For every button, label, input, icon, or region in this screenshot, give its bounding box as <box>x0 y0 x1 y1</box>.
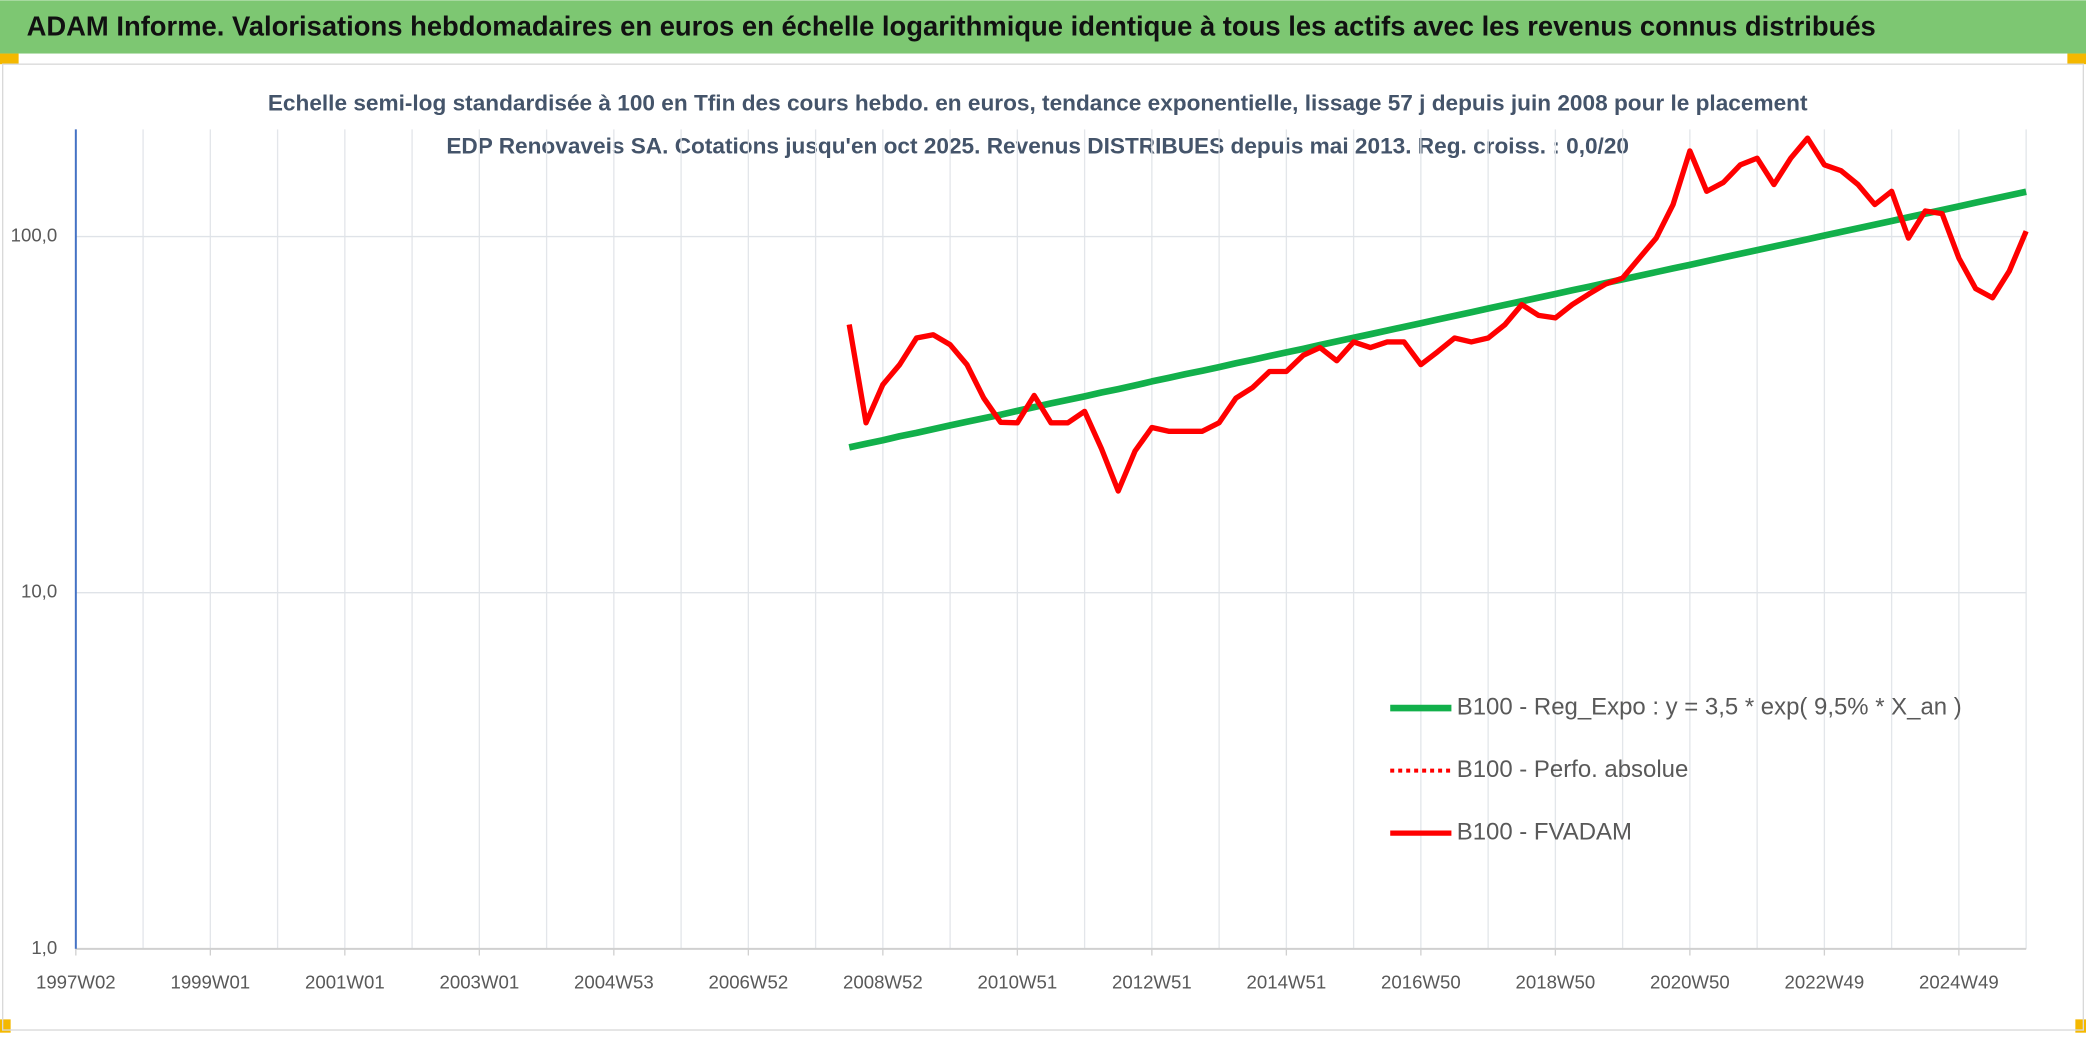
x-tick-label: 2006W52 <box>709 971 789 992</box>
chart-frame <box>1 63 2085 1031</box>
legend-label: B100 - Reg_Expo : y = 3,5 * exp( 9,5% * … <box>1457 693 1962 720</box>
legend-label: B100 - Perfo. absolue <box>1457 756 1689 783</box>
series-line <box>846 135 2029 494</box>
corner <box>0 1019 11 1033</box>
y-tick-label: 10,0 <box>21 581 57 602</box>
series-line <box>848 188 2027 451</box>
y-tick-label: 1,0 <box>31 937 57 958</box>
x-tick-label: 1997W02 <box>36 971 116 992</box>
chart-subtitle: Echelle semi-log standardisée à 100 en T… <box>267 90 1808 159</box>
x-tick-label: 1999W01 <box>170 971 250 992</box>
corner <box>0 53 19 65</box>
corner <box>2075 1019 2086 1033</box>
x-tick-label: 2012W51 <box>1112 971 1192 992</box>
x-tick-label: 2016W50 <box>1381 971 1461 992</box>
x-tick-label: 2024W49 <box>1919 971 1999 992</box>
chart-title: ADAM Informe. Valorisations hebdomadaire… <box>27 11 1876 42</box>
x-tick-label: 2022W49 <box>1785 971 1865 992</box>
x-tick-label: 2001W01 <box>305 971 385 992</box>
x-tick-label: 2010W51 <box>978 971 1058 992</box>
corner <box>2067 53 2086 65</box>
x-tick-label: 2008W52 <box>843 971 923 992</box>
x-tick-label: 2018W50 <box>1516 971 1596 992</box>
y-tick-label: 100,0 <box>11 224 58 245</box>
legend-label: B100 - FVADAM <box>1457 818 1632 845</box>
x-tick-label: 2020W50 <box>1650 971 1730 992</box>
subtitle-box: Echelle semi-log standardisée à 100 en T… <box>267 90 1808 159</box>
x-tick-label: 2014W51 <box>1247 971 1327 992</box>
header-bar <box>0 0 2086 54</box>
x-tick-label: 2004W53 <box>574 971 654 992</box>
x-tick-label: 2003W01 <box>440 971 520 992</box>
